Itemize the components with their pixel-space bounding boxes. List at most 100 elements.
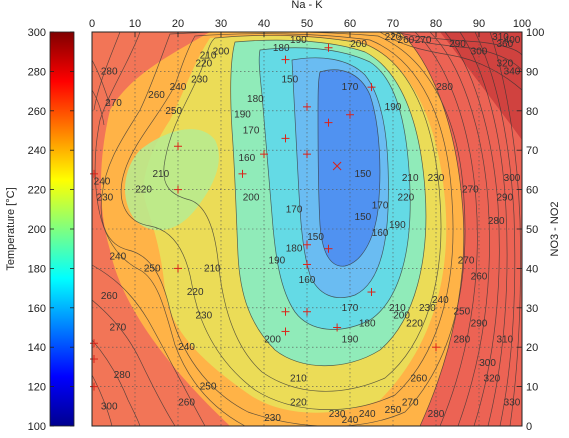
contour-label: 170 [286, 204, 303, 215]
plot-area: 2802702602502402302202102001901801701601… [90, 31, 523, 427]
colorbar-ticks: 100 120 140 160 180 200 220 240 260 280 300 [28, 27, 74, 433]
contour-line [317, 69, 381, 267]
contour-label: 240 [178, 342, 195, 353]
colorbar-tick-label: 220 [28, 185, 46, 197]
contour-label: 210 [200, 51, 217, 62]
sample-point [303, 307, 311, 316]
contour-label: 270 [402, 397, 419, 408]
region-red-left [92, 32, 230, 426]
contour-label: 230 [419, 303, 436, 314]
colorbar-tick-label: 160 [28, 303, 46, 315]
contour-label: 150 [355, 212, 372, 223]
sample-point [90, 382, 98, 391]
colorbar-tick-label: 180 [28, 263, 46, 275]
contour-label: 210 [290, 374, 307, 385]
contour-label: 310 [496, 334, 513, 345]
contour-label: 150 [307, 232, 324, 243]
contour-label: 240 [432, 295, 449, 306]
contour-label: 240 [109, 252, 126, 263]
top-tick-label: 70 [387, 18, 399, 30]
contour-label: 180 [359, 319, 376, 330]
sample-point [367, 288, 376, 297]
contour-label: 280 [436, 82, 453, 93]
contour-label: 230 [428, 173, 445, 184]
contour-label: 180 [286, 244, 303, 255]
contour-label: 270 [458, 256, 475, 267]
contour-label: 170 [342, 82, 359, 93]
sample-point [174, 142, 182, 151]
top-tick-label: 80 [430, 18, 442, 30]
contour-label: 170 [342, 303, 359, 314]
right-tick-label: 100 [526, 27, 544, 39]
contour-label: 340 [504, 66, 521, 77]
contour-label: 210 [389, 303, 406, 314]
contour-label: 240 [94, 177, 111, 188]
contour-label: 190 [389, 220, 406, 231]
contour-label: 150 [281, 74, 298, 85]
contour-label: 270 [462, 185, 479, 196]
top-axis-label: Na - K [291, 0, 323, 11]
sample-point [324, 43, 333, 52]
colorbar-tick-label: 140 [28, 342, 46, 354]
contour-label: 250 [200, 382, 217, 393]
sample-point [332, 161, 342, 171]
contour-label: 320 [484, 374, 501, 385]
contour-label: 190 [342, 334, 359, 345]
contour-label: 180 [247, 94, 264, 105]
contour-line [92, 339, 141, 426]
sample-point [260, 150, 268, 159]
contour-label: 270 [415, 35, 432, 46]
contour-label: 160 [299, 275, 316, 286]
sample-point [281, 134, 290, 143]
right-tick-label: 30 [526, 303, 538, 315]
region-red-right [400, 32, 522, 426]
sample-point [303, 260, 311, 269]
contour-label: 150 [355, 169, 372, 180]
sample-point [281, 307, 290, 316]
contour-label: 310 [492, 32, 509, 43]
contour-label: 250 [385, 405, 402, 416]
top-axis: 0 10 20 30 40 50 60 70 80 90 100 [89, 18, 531, 37]
sample-point [367, 83, 376, 92]
contour-label: 170 [243, 126, 260, 137]
contour-line [258, 47, 411, 330]
contour-line [489, 32, 521, 426]
contour-label: 210 [152, 169, 169, 180]
sample-points [90, 43, 440, 391]
colorbar-tick-label: 300 [28, 27, 46, 39]
contour-line [459, 32, 508, 426]
contour-label: 280 [114, 370, 131, 381]
grid-lines [92, 32, 522, 426]
sample-point [281, 327, 290, 336]
region-light-green [124, 129, 219, 231]
contour-line [92, 264, 206, 426]
contour-label: 300 [504, 173, 521, 184]
contour-label: 230 [264, 413, 281, 424]
contour-line [414, 32, 478, 426]
contour-label: 300 [101, 401, 118, 412]
right-tick-label: 50 [526, 224, 538, 236]
right-tick-label: 90 [526, 66, 538, 78]
contour-label: 190 [269, 256, 286, 267]
contour-label: 250 [144, 263, 161, 274]
contour-label: 270 [109, 323, 126, 334]
colorbar-tick-label: 260 [28, 106, 46, 118]
sample-point [90, 355, 98, 364]
contour-label: 260 [101, 291, 118, 302]
contour-label: 180 [273, 43, 290, 54]
top-tick-label: 100 [513, 18, 531, 30]
top-tick-label: 40 [258, 18, 270, 30]
top-tick-label: 30 [215, 18, 227, 30]
contour-label: 190 [290, 35, 307, 46]
contour-label: 220 [406, 319, 423, 330]
contour-label: 290 [449, 39, 466, 50]
contour-line [163, 34, 442, 392]
contour-label: 170 [372, 200, 389, 211]
region-dark-red-corner [440, 32, 522, 140]
sample-point [303, 240, 311, 249]
contour-label: 200 [393, 311, 410, 322]
contour-label: 220 [187, 287, 204, 298]
contour-line [100, 32, 466, 426]
contour-labels: 2802702602502402302202102001901801701601… [94, 32, 521, 426]
contour-label: 260 [398, 35, 415, 46]
